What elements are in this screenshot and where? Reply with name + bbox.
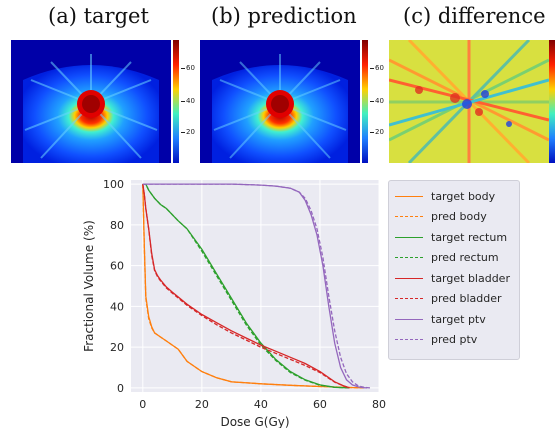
legend-label: target body	[431, 189, 496, 203]
dvh-chart: 0 20 40 60 80 0 20 40 60 80 100 Dose G(Gy) Fractio…	[82, 178, 386, 428]
target-heatmap	[11, 40, 171, 163]
legend-swatch	[395, 257, 423, 258]
legend-swatch	[395, 236, 423, 238]
legend-swatch	[395, 195, 423, 197]
x-tick-label: 60	[313, 398, 327, 411]
title-prediction: (b) prediction	[211, 4, 357, 28]
series-line-pred-rectum	[142, 183, 350, 389]
legend-item: pred ptv	[395, 331, 477, 349]
target-colorbar	[173, 40, 179, 163]
title-difference: (c) difference	[403, 4, 546, 28]
series-line-pred-ptv	[142, 183, 371, 389]
y-axis-label: Fractional Volume (%)	[82, 220, 96, 352]
x-tick-label: 80	[372, 398, 386, 411]
series-line-pred-body	[142, 184, 365, 389]
legend-swatch	[395, 339, 423, 340]
y-tick-label: 20	[110, 341, 124, 354]
y-tick-label: 60	[110, 260, 124, 273]
legend-swatch	[395, 277, 423, 279]
legend-label: pred bladder	[431, 292, 502, 305]
legend-label: target ptv	[431, 312, 486, 326]
x-axis-label: Dose G(Gy)	[220, 415, 289, 428]
prediction-colorbar	[362, 40, 368, 163]
x-tick-label: 0	[139, 398, 146, 411]
colorbar-tick: 60	[181, 64, 195, 72]
legend-label: pred rectum	[431, 251, 499, 264]
colorbar-tick: 40	[370, 97, 384, 105]
colorbar-tick: 20	[370, 128, 384, 136]
legend-label: pred ptv	[431, 333, 478, 346]
legend-label: target bladder	[431, 271, 510, 285]
colorbar-tick: 60	[370, 64, 384, 72]
y-tick-label: 0	[117, 382, 124, 395]
prediction-heatmap	[200, 40, 360, 163]
legend-label: target rectum	[431, 230, 508, 244]
legend-swatch	[395, 216, 423, 217]
x-tick-label: 40	[254, 398, 268, 411]
chart-legend: target body pred body target rectum pred re…	[388, 180, 520, 360]
legend-item: target body	[395, 187, 495, 205]
colorbar-tick: 20	[181, 128, 195, 136]
y-tick-label: 40	[110, 300, 124, 313]
difference-heatmap	[389, 40, 549, 163]
x-tick-label: 20	[195, 398, 209, 411]
y-tick-label: 100	[103, 178, 124, 191]
legend-item: pred bladder	[395, 290, 502, 308]
title-target: (a) target	[48, 4, 149, 28]
series-line-pred-bladder	[142, 184, 350, 389]
legend-swatch	[395, 298, 423, 299]
legend-label: pred body	[431, 210, 487, 223]
legend-item: target ptv	[395, 310, 486, 328]
y-tick-label: 80	[110, 219, 124, 232]
legend-item: target rectum	[395, 228, 507, 246]
colorbar-tick: 40	[181, 97, 195, 105]
legend-item: target bladder	[395, 269, 510, 287]
legend-item: pred rectum	[395, 249, 499, 267]
legend-swatch	[395, 318, 423, 320]
legend-item: pred body	[395, 208, 487, 226]
difference-colorbar	[549, 40, 555, 163]
